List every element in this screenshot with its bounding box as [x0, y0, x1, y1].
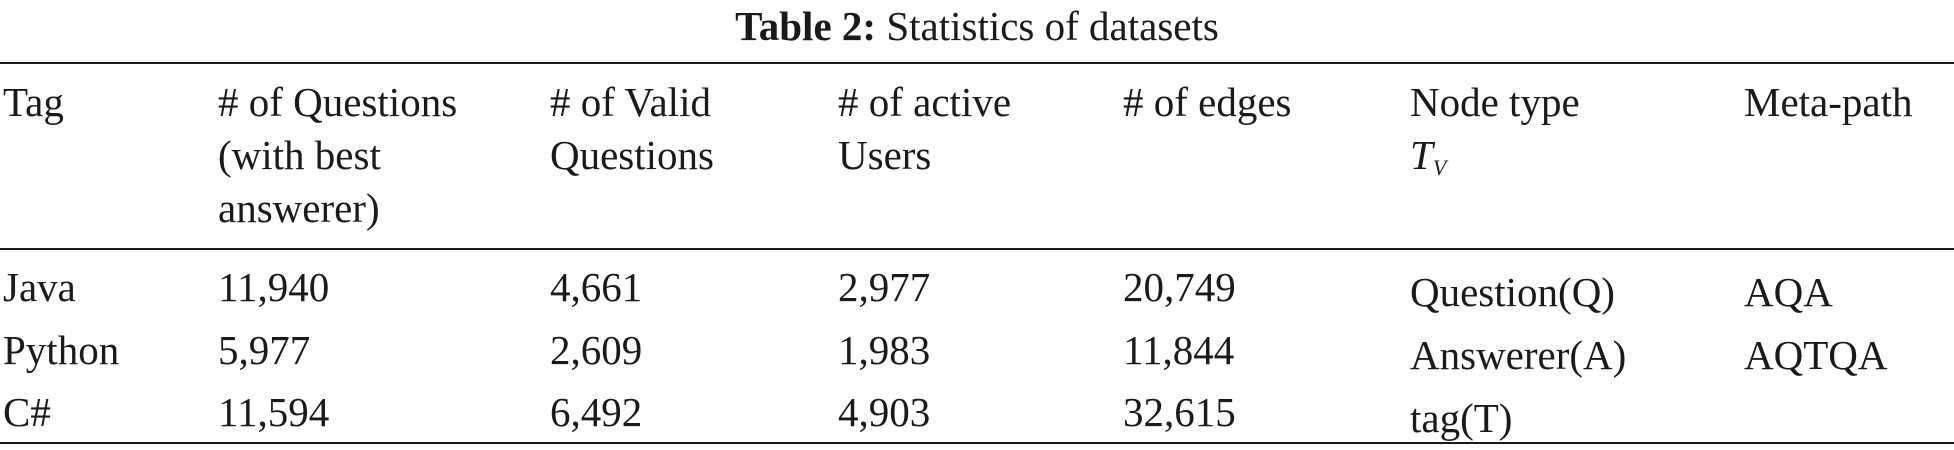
- row-python-edges: 11,844: [1123, 327, 1235, 373]
- header-tag: Tag: [3, 79, 64, 125]
- header-valid-line: # of Valid: [550, 79, 711, 125]
- row-python-users: 1,983: [838, 327, 931, 373]
- header-node-type-label: Node type: [1410, 79, 1580, 125]
- row-csharp-questions: 11,594: [218, 389, 330, 435]
- meta-path-item: AQA: [1744, 269, 1833, 315]
- bottom-rule: [0, 442, 1954, 444]
- row-csharp-tag: C#: [3, 389, 51, 435]
- row-python-valid: 2,609: [550, 327, 643, 373]
- row-python-questions: 5,977: [218, 327, 311, 373]
- header-users-line: # of active: [838, 79, 1012, 125]
- meta-path-item: AQTQA: [1744, 332, 1888, 378]
- row-csharp-users: 4,903: [838, 389, 931, 435]
- header-questions-line: (with best: [218, 132, 381, 178]
- header-valid-questions: # of Valid Questions: [550, 76, 714, 182]
- row-java-tag: Java: [3, 264, 76, 310]
- header-questions-line: answerer): [218, 185, 380, 231]
- row-csharp-valid: 6,492: [550, 389, 643, 435]
- header-meta-path: Meta-path: [1744, 79, 1913, 125]
- node-type-item: Question(Q): [1410, 269, 1615, 315]
- header-valid-line: Questions: [550, 132, 714, 178]
- header-node-type: Node type TV: [1410, 76, 1580, 194]
- header-edges: # of edges: [1123, 79, 1292, 125]
- row-java-questions: 11,940: [218, 264, 330, 310]
- row-csharp-edges: 32,615: [1123, 389, 1236, 435]
- node-type-item: Answerer(A): [1410, 332, 1627, 378]
- row-java-users: 2,977: [838, 264, 931, 310]
- row-python-tag: Python: [3, 327, 120, 373]
- caption-label: Table 2:: [735, 3, 877, 49]
- node-types-list: Question(Q) Answerer(A) tag(T): [1410, 261, 1626, 450]
- row-java-valid: 4,661: [550, 264, 643, 310]
- caption-text: Statistics of datasets: [886, 3, 1219, 49]
- top-rule: [0, 62, 1954, 64]
- header-users-line: Users: [838, 132, 932, 178]
- header-questions-line: # of Questions: [218, 79, 458, 125]
- table-caption: Table 2: Statistics of datasets: [0, 2, 1954, 50]
- header-questions: # of Questions (with best answerer): [218, 76, 457, 235]
- node-type-item: tag(T): [1410, 395, 1513, 441]
- header-rule: [0, 248, 1954, 250]
- node-type-symbol: TV: [1410, 132, 1447, 180]
- header-active-users: # of active Users: [838, 76, 1011, 182]
- meta-paths-list: AQA AQTQA: [1744, 261, 1887, 387]
- row-java-edges: 20,749: [1123, 264, 1236, 310]
